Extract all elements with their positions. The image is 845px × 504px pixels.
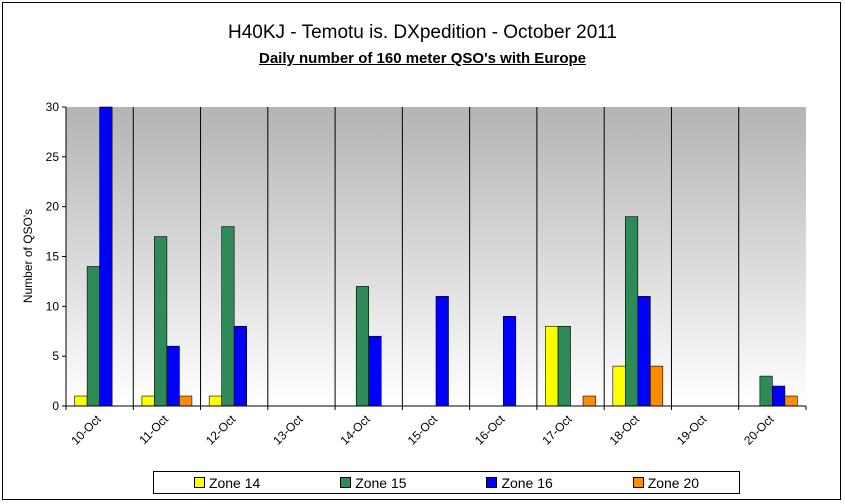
y-tick-label: 30	[46, 100, 60, 114]
bar	[154, 236, 168, 407]
chart-title: H40KJ - Temotu is. DXpedition - October …	[228, 22, 617, 43]
bar	[141, 395, 155, 407]
legend-swatch	[632, 477, 644, 488]
legend: Zone 14 Zone 15 Zone 16 Zone 20	[153, 471, 740, 494]
y-axis-label: Number of QSO's	[21, 209, 35, 303]
bar	[368, 335, 382, 407]
bar	[179, 395, 193, 407]
x-tick-label: 11-Oct	[136, 412, 171, 447]
bar	[99, 106, 113, 407]
y-tick-label: 5	[52, 349, 59, 363]
bar	[221, 226, 235, 407]
bar	[545, 325, 559, 407]
legend-swatch	[340, 477, 352, 488]
legend-item: Zone 20	[632, 474, 700, 491]
legend-item: Zone 15	[340, 474, 407, 491]
bar	[435, 296, 449, 407]
x-tick-label: 17-Oct	[539, 412, 575, 448]
bar	[612, 365, 626, 407]
bar	[74, 395, 88, 407]
legend-label: Zone 16	[501, 474, 553, 491]
x-tick-label: 12-Oct	[203, 412, 239, 448]
x-tick-label: 14-Oct	[337, 412, 373, 448]
legend-label: Zone 14	[208, 474, 261, 491]
x-tick-label: 19-Oct	[674, 412, 710, 448]
x-tick-label: 20-Oct	[741, 412, 777, 448]
legend-item: Zone 14	[193, 474, 261, 491]
bar	[582, 395, 596, 407]
legend-swatch	[193, 477, 205, 488]
legend-label: Zone 15	[355, 474, 407, 491]
bar	[650, 365, 664, 407]
bar	[772, 385, 786, 407]
bar	[557, 325, 571, 407]
y-tick-label: 10	[46, 299, 60, 313]
bar	[233, 325, 247, 407]
y-tick-label: 25	[46, 150, 60, 164]
x-tick-label: 18-Oct	[607, 412, 643, 448]
bar	[166, 345, 180, 407]
bar	[784, 395, 798, 407]
x-tick-label: 15-Oct	[405, 412, 441, 448]
legend-label: Zone 20	[647, 474, 700, 491]
chart-subtitle: Daily number of 160 meter QSO's with Eur…	[259, 50, 586, 67]
bar	[86, 266, 100, 407]
bar	[625, 216, 639, 407]
bar	[759, 375, 773, 407]
bar	[502, 315, 517, 407]
bar	[208, 395, 222, 407]
legend-item: Zone 16	[486, 474, 553, 491]
legend-swatch	[486, 477, 498, 488]
x-tick-label: 13-Oct	[270, 412, 306, 448]
y-tick-label: 0	[52, 399, 59, 413]
bar	[355, 286, 370, 407]
bar	[637, 296, 651, 407]
y-tick-label: 15	[46, 250, 60, 264]
y-tick-label: 20	[46, 200, 60, 214]
x-tick-label: 10-Oct	[68, 412, 104, 448]
x-tick-label: 16-Oct	[472, 412, 508, 448]
